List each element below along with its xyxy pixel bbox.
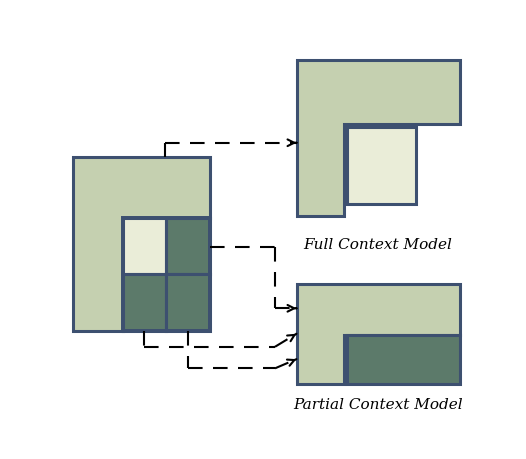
- Bar: [166, 275, 210, 331]
- Polygon shape: [297, 284, 460, 384]
- Text: Partial Context Model: Partial Context Model: [294, 397, 463, 411]
- Polygon shape: [73, 157, 209, 332]
- Bar: [347, 128, 416, 205]
- Polygon shape: [297, 61, 460, 217]
- Text: Full Context Model: Full Context Model: [304, 238, 452, 252]
- Bar: [123, 219, 210, 331]
- Bar: [123, 219, 166, 275]
- Bar: [166, 219, 210, 275]
- Bar: [123, 275, 166, 331]
- Bar: [347, 336, 460, 384]
